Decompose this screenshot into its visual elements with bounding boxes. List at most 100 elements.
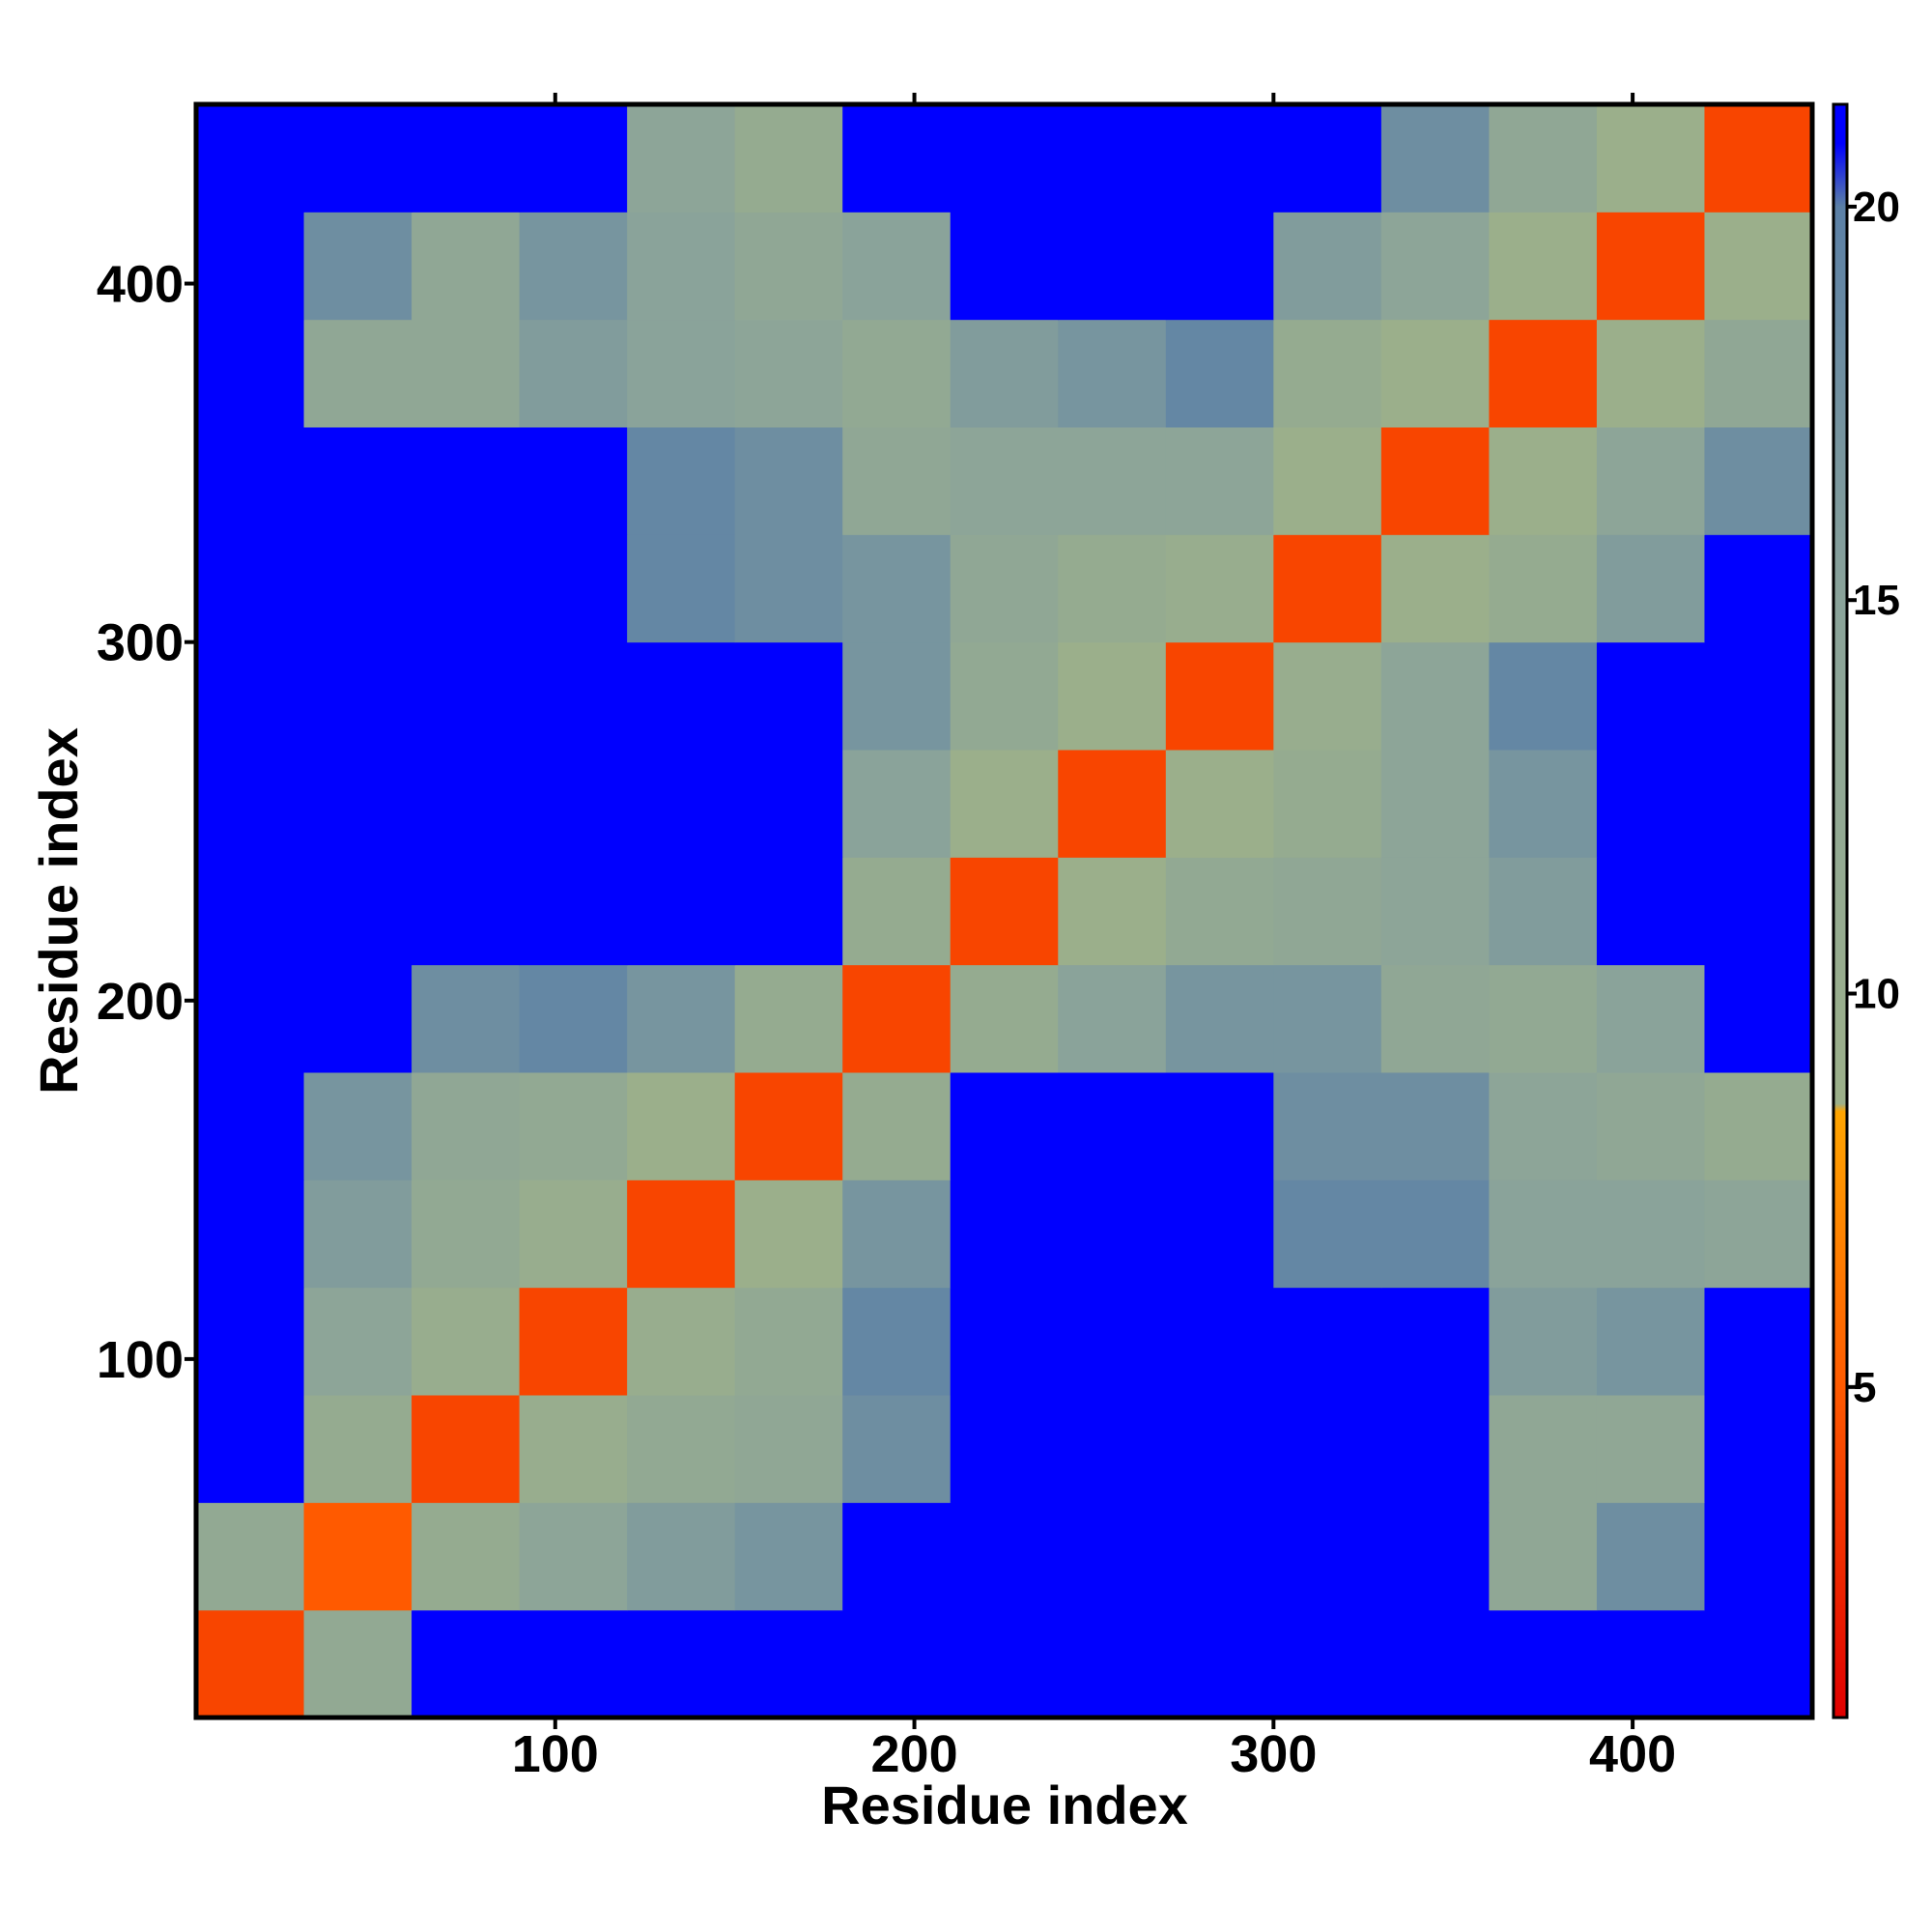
heatmap-cell (196, 1502, 305, 1611)
y-tick-label: 400 (97, 256, 184, 314)
colorbar-tick-label: 5 (1853, 1364, 1876, 1411)
heatmap-cell (734, 104, 843, 213)
heatmap-cell (1596, 1072, 1705, 1180)
heatmap-cell (519, 212, 628, 321)
heatmap-cell (1704, 534, 1813, 643)
heatmap-cell (1704, 1179, 1813, 1289)
heatmap-cell (519, 1395, 628, 1503)
heatmap-cell (842, 319, 952, 428)
heatmap-cell (1165, 1395, 1274, 1503)
heatmap-cell (196, 964, 305, 1073)
heatmap-cell (196, 534, 305, 643)
heatmap-cell (1273, 1287, 1382, 1396)
heatmap-cell (519, 750, 628, 858)
heatmap-cell (412, 1072, 521, 1180)
colorbar-tick-label: 15 (1853, 577, 1900, 624)
heatmap-cell (412, 319, 521, 428)
heatmap-cell (303, 427, 412, 535)
heatmap-cell (734, 427, 843, 535)
heatmap-cell (734, 750, 843, 858)
colorbar (1832, 102, 1849, 1719)
heatmap-cell (1380, 1502, 1490, 1611)
heatmap-cell (1380, 964, 1490, 1073)
heatmap-cell (1704, 1395, 1813, 1503)
heatmap-cell (734, 857, 843, 966)
heatmap-cell (303, 1395, 412, 1503)
heatmap-cell (1165, 1287, 1274, 1396)
heatmap-cell (519, 427, 628, 535)
heatmap-cell (950, 212, 1059, 321)
heatmap-cell (1165, 857, 1274, 966)
heatmap-cell (1165, 534, 1274, 643)
heatmap-cell (519, 534, 628, 643)
heatmap-cell (196, 212, 305, 321)
heatmap-cell (303, 1179, 412, 1289)
heatmap-cell (627, 427, 736, 535)
heatmap-cell (1596, 1179, 1705, 1289)
heatmap-cell (842, 1287, 952, 1396)
heatmap-cell (1165, 427, 1274, 535)
heatmap-cell (627, 1395, 736, 1503)
heatmap-cell (1165, 1072, 1274, 1180)
heatmap-cell (842, 641, 952, 751)
heatmap-cell (950, 750, 1059, 858)
heatmap-cell (842, 1072, 952, 1180)
heatmap-cell (842, 1179, 952, 1289)
heatmap-cell (412, 534, 521, 643)
heatmap-cell (734, 1287, 843, 1396)
heatmap-cell (1165, 750, 1274, 858)
colorbar-tick-label: 10 (1853, 971, 1900, 1018)
heatmap-cell (1704, 641, 1813, 751)
heatmap-cell (303, 750, 412, 858)
heatmap-cell (734, 1072, 843, 1180)
heatmap-cell (1380, 1287, 1490, 1396)
heatmap-cell (412, 1287, 521, 1396)
heatmap-cell (627, 319, 736, 428)
heatmap-cell (412, 1502, 521, 1611)
heatmap-cell (1058, 1609, 1167, 1719)
heatmap-cell (842, 750, 952, 858)
heatmap-cell (1165, 1609, 1274, 1719)
heatmap-cell (1165, 212, 1274, 321)
heatmap-cell (950, 427, 1059, 535)
heatmap-cell (1489, 104, 1598, 213)
heatmap-cell (303, 1072, 412, 1180)
heatmap-cell (950, 1287, 1059, 1396)
heatmap-cell (196, 1609, 305, 1719)
heatmap-cell (1380, 857, 1490, 966)
heatmap-cell (1273, 1395, 1382, 1503)
heatmap-cell (950, 1179, 1059, 1289)
heatmap-cell (1489, 1287, 1598, 1396)
heatmap-cell (1489, 212, 1598, 321)
heatmap-cell (950, 641, 1059, 751)
heatmap-cell (303, 534, 412, 643)
heatmap-cell (1273, 750, 1382, 858)
plot-frame (193, 101, 1815, 1720)
heatmap-cell (1273, 1179, 1382, 1289)
heatmap-cell (1380, 427, 1490, 535)
heatmap-cell (196, 319, 305, 428)
heatmap-cell (519, 1287, 628, 1396)
heatmap-cell (196, 641, 305, 751)
heatmap-cell (1273, 534, 1382, 643)
heatmap-cell (196, 1072, 305, 1180)
heatmap-cell (1704, 319, 1813, 428)
heatmap-cell (519, 964, 628, 1073)
x-tick-label: 300 (1230, 1725, 1317, 1783)
x-axis-title: Residue index (821, 1775, 1188, 1835)
heatmap-cell (1058, 857, 1167, 966)
heatmap-cell (519, 319, 628, 428)
heatmap-cell (627, 212, 736, 321)
heatmap-cell (1380, 104, 1490, 213)
heatmap-cell (412, 212, 521, 321)
heatmap-cell (950, 319, 1059, 428)
heatmap-cell (950, 1502, 1059, 1611)
heatmap-cell (1058, 1072, 1167, 1180)
heatmap-cell (303, 1609, 412, 1719)
x-tick-label: 400 (1589, 1725, 1676, 1783)
heatmap-cell (1489, 641, 1598, 751)
heatmap-cell (1704, 212, 1813, 321)
heatmap-cell (950, 857, 1059, 966)
heatmap-cell (1489, 1179, 1598, 1289)
heatmap-cell (1273, 1609, 1382, 1719)
